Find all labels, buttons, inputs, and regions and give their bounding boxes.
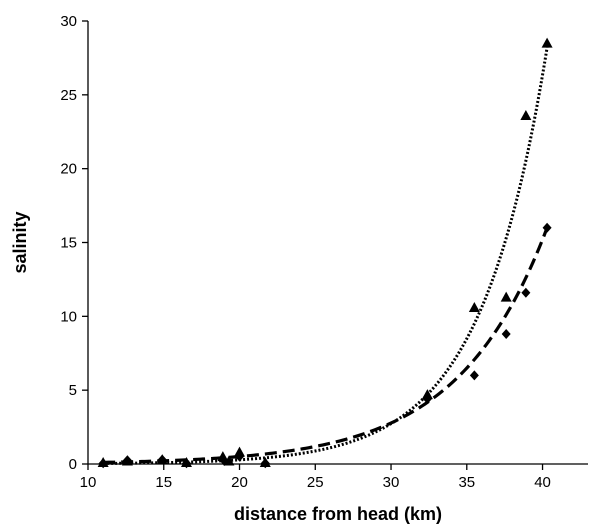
diamond-point bbox=[469, 370, 479, 381]
y-tick-label: 25 bbox=[60, 87, 77, 104]
x-tick-label: 25 bbox=[307, 474, 324, 491]
x-tick-label: 30 bbox=[383, 474, 400, 491]
triangle-point bbox=[541, 37, 553, 48]
diamond-point bbox=[219, 456, 229, 467]
y-tick-label: 5 bbox=[69, 382, 77, 399]
x-axis-label: distance from head (km) bbox=[234, 504, 442, 524]
diamond-point bbox=[542, 222, 552, 233]
triangle-point bbox=[500, 291, 512, 302]
triangle-point bbox=[520, 110, 532, 121]
y-tick-label: 30 bbox=[60, 13, 77, 30]
y-tick-label: 15 bbox=[60, 235, 77, 252]
trend-lines bbox=[103, 47, 549, 465]
x-tick-label: 20 bbox=[231, 474, 248, 491]
y-tick-label: 20 bbox=[60, 161, 77, 178]
x-tick-label: 40 bbox=[534, 474, 551, 491]
diamond-point bbox=[521, 287, 531, 298]
axes: 10 15 20 25 30 35 40 0 5 10 15 20 25 30 bbox=[60, 13, 588, 491]
x-tick-label: 35 bbox=[458, 474, 475, 491]
y-tick-label: 0 bbox=[69, 456, 77, 473]
diamond-point bbox=[122, 455, 132, 466]
diamond-point bbox=[181, 458, 191, 469]
y-axis-label: salinity bbox=[10, 211, 30, 273]
x-tick-label: 15 bbox=[155, 474, 172, 491]
diamond-point bbox=[422, 394, 432, 405]
diamond-point bbox=[157, 454, 167, 465]
diamond-point bbox=[501, 329, 511, 340]
diamond-point bbox=[260, 458, 270, 469]
diamond-point bbox=[235, 451, 245, 462]
dotted-fit-line bbox=[103, 47, 549, 465]
x-tick-label: 10 bbox=[80, 474, 97, 491]
diamond-point bbox=[98, 458, 108, 469]
y-tick-label: 10 bbox=[60, 308, 77, 325]
dashed-fit-line bbox=[103, 227, 549, 464]
data-points bbox=[97, 37, 553, 469]
triangle-point bbox=[468, 301, 480, 312]
